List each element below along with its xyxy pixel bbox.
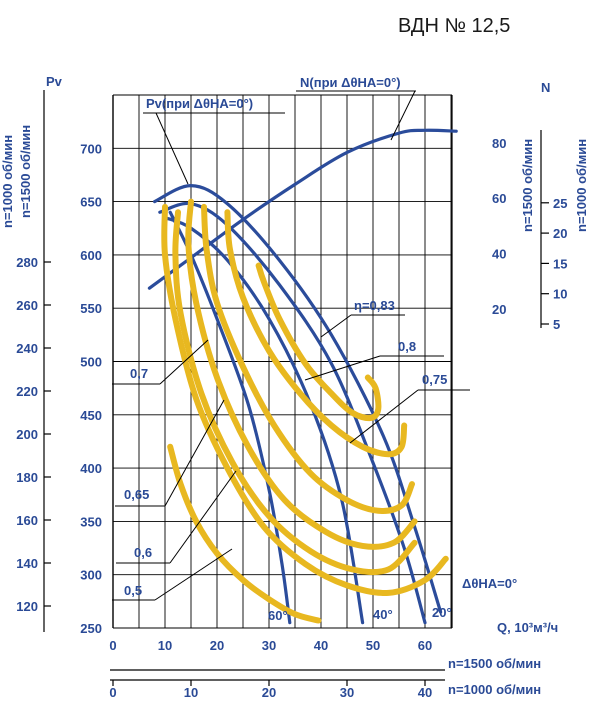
theta20-label: 20° [432, 605, 452, 620]
efficiency-label-leader [349, 389, 419, 444]
x-scale-1000-tick-label: 20 [262, 685, 276, 700]
efficiency-curve [201, 203, 415, 514]
y-tick-label-inner: 500 [80, 355, 102, 370]
left-axis-rpm-1500: n=1500 об/мин [18, 125, 33, 218]
theta40-label: 40° [373, 607, 393, 622]
y-tick-label-inner: 350 [80, 514, 102, 529]
pressure-curve [163, 215, 365, 625]
x-tick-label: 10 [158, 638, 172, 653]
efficiency-label: 0,5 [124, 583, 142, 598]
y-tick-label-left: 160 [16, 513, 38, 528]
power-axis-title: N [541, 80, 550, 95]
x-tick-label: 0 [109, 638, 116, 653]
efficiency-curve [224, 209, 408, 458]
efficiency-label: 0,75 [422, 372, 447, 387]
y-tick-label-inner: 700 [80, 141, 102, 156]
plot-curves [147, 128, 458, 625]
efficiency-label-leader [320, 314, 352, 338]
efficiency-label-leader [304, 355, 381, 381]
x-scale-1000-label: n=1000 об/мин [448, 682, 541, 697]
power-curve-label: N(при ΔθНА=0°) [300, 75, 401, 90]
left-axis-rpm-1000: n=1000 об/мин [0, 135, 15, 228]
power-axis-rpm-1500: n=1500 об/мин [520, 139, 535, 232]
power-tick-1000: 20 [553, 226, 567, 241]
power-axis-rpm-1000: n=1000 об/мин [574, 139, 589, 232]
x-tick-label: 40 [314, 638, 328, 653]
y-tick-label-inner: 600 [80, 248, 102, 263]
left-axis-title: Pv [46, 74, 63, 89]
y-tick-label-inner: 300 [80, 568, 102, 583]
efficiency-curve [167, 443, 322, 624]
power-tick-1000: 25 [553, 196, 567, 211]
y-tick-label-left: 240 [16, 341, 38, 356]
power-tick-1500: 60 [492, 191, 506, 206]
y-tick-label-left: 220 [16, 384, 38, 399]
pressure-label-leader [155, 112, 189, 185]
power-tick-1000: 5 [553, 317, 560, 332]
efficiency-label: 0,8 [398, 339, 416, 354]
efficiency-label: η=0,83 [354, 298, 395, 313]
x-scale-1500-label: n=1500 об/мин [448, 656, 541, 671]
efficiency-label: 0,65 [124, 487, 149, 502]
efficiency-label-leader [159, 339, 209, 385]
x-tick-label: 60 [418, 638, 432, 653]
y-tick-label-inner: 650 [80, 195, 102, 210]
plot-axes: 2503003504004505005506006507001201401601… [0, 74, 589, 700]
x-scale-1000-tick-label: 10 [184, 685, 198, 700]
y-tick-label-left: 200 [16, 427, 38, 442]
y-tick-label-left: 260 [16, 298, 38, 313]
y-tick-label-left: 180 [16, 470, 38, 485]
plot-labels: Pv(при ΔθНА=0°) N(при ΔθНА=0°) ΔθНА=0° 20° 4… [112, 75, 517, 623]
y-tick-label-left: 280 [16, 255, 38, 270]
pressure-curve-label: Pv(при ΔθНА=0°) [146, 96, 253, 111]
efficiency-curve [161, 203, 449, 596]
efficiency-curve [185, 198, 418, 550]
power-tick-1500: 80 [492, 136, 506, 151]
x-scale-1000-tick-label: 30 [340, 685, 354, 700]
x-scale-1000-tick-label: 0 [109, 685, 116, 700]
efficiency-curve [255, 262, 382, 422]
power-tick-1500: 40 [492, 247, 506, 262]
efficiency-label-leader [154, 548, 233, 601]
plot-grid [112, 94, 453, 629]
efficiency-curve [172, 209, 418, 576]
power-tick-1500: 20 [492, 302, 506, 317]
chart-title: ВДН № 12,5 [398, 15, 510, 37]
theta60-label: 60° [268, 608, 288, 623]
efficiency-label-leader [169, 470, 237, 564]
y-tick-label-left: 140 [16, 556, 38, 571]
y-tick-label-inner: 450 [80, 408, 102, 423]
y-tick-label-inner: 550 [80, 301, 102, 316]
x-scale-1000-tick-label: 40 [418, 685, 432, 700]
x-tick-label: 30 [262, 638, 276, 653]
theta0-label: ΔθНА=0° [462, 576, 517, 591]
power-tick-1000: 10 [553, 287, 567, 302]
x-tick-label: 20 [210, 638, 224, 653]
power-curve [147, 128, 458, 290]
efficiency-label-leader [164, 399, 225, 507]
y-tick-label-inner: 250 [80, 621, 102, 636]
y-tick-label-left: 120 [16, 599, 38, 614]
efficiency-label: 0,7 [130, 366, 148, 381]
power-label-leader [390, 90, 416, 141]
efficiency-label: 0,6 [134, 545, 152, 560]
y-tick-label-inner: 400 [80, 461, 102, 476]
x-axis-title: Q, 10³м³/ч [497, 620, 558, 635]
power-tick-1000: 15 [553, 256, 567, 271]
x-tick-label: 50 [366, 638, 380, 653]
